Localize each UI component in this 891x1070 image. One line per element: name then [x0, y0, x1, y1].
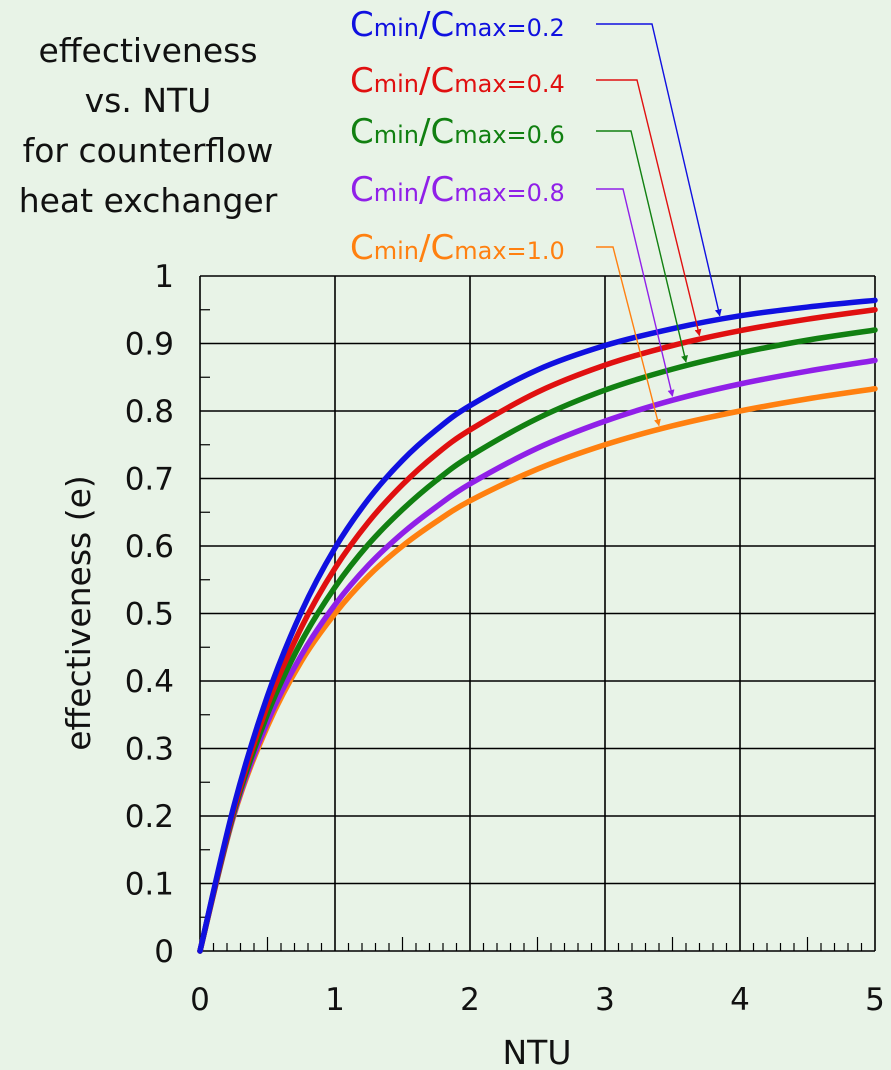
y-tick-label: 1: [154, 259, 174, 295]
legend-leader-arrow-1: [596, 23, 722, 317]
legend-label-2: Cmin/Cmax=0.4: [350, 61, 565, 101]
series-line-1: [197, 297, 878, 954]
legend: Cmin/Cmax=0.2 Cmin/Cmax=0.4 Cmin/Cmax=0.6 C…: [350, 5, 722, 427]
title-line-3: for counterflow: [23, 131, 274, 170]
y-tick-label: 0.7: [125, 462, 174, 498]
legend-label-1: Cmin/Cmax=0.2: [350, 5, 565, 45]
x-tick-label: 3: [595, 982, 615, 1018]
title-line-1: effectiveness: [38, 31, 257, 70]
x-tick-label: 5: [865, 982, 885, 1018]
title-line-4: heat exchanger: [19, 181, 278, 220]
legend-leader-arrow-3: [596, 130, 688, 363]
series-line-3: [197, 327, 878, 954]
title-line-2: vs. NTU: [85, 81, 212, 120]
y-tick-label: 0.1: [125, 867, 174, 903]
y-tick-label: 0: [154, 934, 174, 970]
series-line-2: [197, 307, 878, 954]
y-tick-label: 0.8: [125, 394, 174, 430]
y-tick-label: 0.5: [125, 597, 174, 633]
y-tick-label: 0.4: [125, 664, 174, 700]
y-tick-label: 0.2: [125, 799, 174, 835]
x-tick-label: 4: [730, 982, 750, 1018]
series-line-5: [197, 385, 878, 954]
x-tick-label: 1: [325, 982, 345, 1018]
x-tick-label: 2: [460, 982, 480, 1018]
series-line-4: [197, 357, 878, 954]
chart-title: effectiveness vs. NTU for counterflow he…: [19, 31, 278, 220]
y-tick-label: 0.9: [125, 327, 174, 363]
plot-area: 0 1 2 3 4 5 0 0.1 0.2 0.3 0.4 0.5 0.6 0.7 0.8 0.9 1: [125, 259, 885, 1018]
legend-leader-arrow-4: [596, 188, 675, 397]
x-axis-label: NTU: [503, 1033, 572, 1070]
legend-label-3: Cmin/Cmax=0.6: [350, 112, 565, 152]
legend-leader-arrow-5: [596, 246, 661, 427]
legend-leader-arrow-2: [596, 79, 702, 337]
y-tick-label: 0.6: [125, 529, 174, 565]
y-tick-label: 0.3: [125, 732, 174, 768]
legend-label-5: Cmin/Cmax=1.0: [350, 228, 565, 268]
y-axis-label: effectiveness (e): [59, 475, 98, 751]
legend-label-4: Cmin/Cmax=0.8: [350, 170, 565, 210]
x-tick-label: 0: [190, 982, 210, 1018]
